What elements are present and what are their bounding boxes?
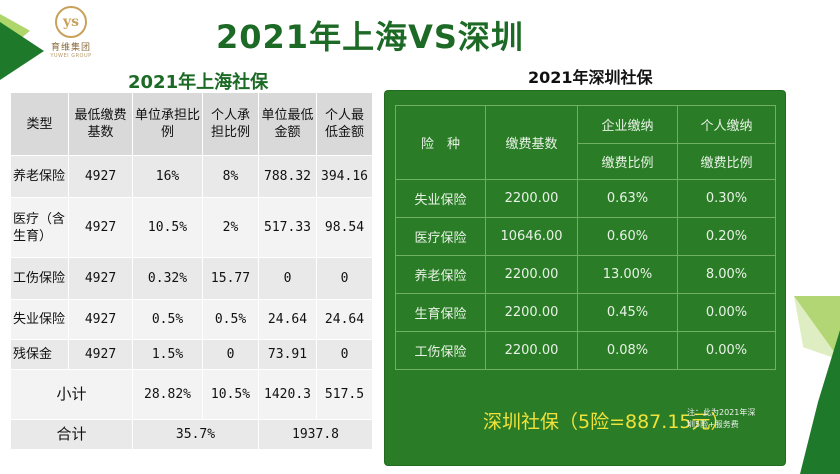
subtotal-label: 小计 [10,369,133,420]
header-min-base: 最低缴费基数 [68,92,133,156]
cell-personal-amount: 0 [316,339,373,370]
page-title: 2021年上海VS深圳 [216,18,524,56]
subtotal-personal-amount: 517.5 [316,369,373,420]
header-company: 企业缴纳 [577,105,678,144]
cell-unit-ratio: 1.5% [132,339,203,370]
table-row: 医疗保险 10646.00 0.60% 0.20% [395,217,776,256]
total-ratio: 35.7% [132,419,259,450]
cell-personal-ratio: 8.00% [677,255,776,294]
cell-company-ratio: 13.00% [577,255,678,294]
cell-base: 4927 [68,257,133,300]
cell-unit-ratio: 0.5% [132,299,203,340]
logo-name: 育维集团 [50,43,91,53]
cell-personal-ratio: 0.30% [677,179,776,218]
table-subheader-row: 缴费比例 缴费比例 [396,143,776,180]
table-row: 医疗（含生育） 4927 10.5% 2% 517.33 98.54 [10,197,373,258]
cell-base: 2200.00 [485,179,578,218]
cell-personal-ratio: 0.00% [677,331,776,370]
cell-company-ratio: 0.08% [577,331,678,370]
table-row: 失业保险 4927 0.5% 0.5% 24.64 24.64 [10,299,373,340]
cell-personal-ratio: 0.5% [202,299,259,340]
subtotal-unit-ratio: 28.82% [132,369,203,420]
logo-subtitle: YUWEI GROUP [50,53,92,59]
cell-unit-amount: 73.91 [258,339,317,370]
cell-company-ratio: 0.45% [577,293,678,332]
shenzhen-summary: 深圳社保（5险=887.15元） [483,411,730,433]
shenzhen-social-security-table: 险 种 缴费基数 企业缴纳 个人缴纳 缴费比例 缴费比例 失业保险 2200.0… [395,105,776,370]
total-amount: 1937.8 [258,419,373,450]
cell-base: 2200.00 [485,255,578,294]
table-row: 生育保险 2200.00 0.45% 0.00% [395,293,776,332]
cell-unit-amount: 788.32 [258,155,317,198]
cell-type: 工伤保险 [395,331,486,370]
logo-mark: ys [55,6,87,38]
cell-personal-ratio: 8% [202,155,259,198]
cell-personal-ratio: 0 [202,339,259,370]
cell-company-ratio: 0.63% [577,179,678,218]
header-personal-min-amount: 个人最低金额 [316,92,373,156]
cell-base: 4927 [68,339,133,370]
header-unit-ratio: 单位承担比例 [132,92,203,156]
total-row: 合计 35.7% 1937.8 [10,419,373,450]
cell-base: 10646.00 [485,217,578,256]
cell-type: 养老保险 [395,255,486,294]
cell-personal-ratio: 0.00% [677,293,776,332]
table-row: 养老保险 4927 16% 8% 788.32 394.16 [10,155,373,198]
cell-type: 养老保险 [10,155,69,198]
cell-type: 失业保险 [10,299,69,340]
company-logo: ys 育维集团 YUWEI GROUP [40,6,102,59]
cell-unit-amount: 0 [258,257,317,300]
header-personal-ratio: 缴费比例 [677,143,776,180]
subtotal-personal-ratio: 10.5% [202,369,259,420]
cell-type: 医疗保险 [395,217,486,256]
cell-type: 生育保险 [395,293,486,332]
shenzhen-note: 注：此为2021年深圳5险+服务费 [687,408,756,429]
cell-unit-ratio: 16% [132,155,203,198]
cell-base: 4927 [68,197,133,258]
cell-base: 4927 [68,299,133,340]
header-personal-ratio: 个人承担比例 [202,92,259,156]
header-type: 类型 [10,92,69,156]
cell-unit-ratio: 0.32% [132,257,203,300]
cell-personal-amount: 394.16 [316,155,373,198]
table-row: 失业保险 2200.00 0.63% 0.30% [395,179,776,218]
cell-base: 4927 [68,155,133,198]
cell-personal-ratio: 2% [202,197,259,258]
header-base: 缴费基数 [485,105,578,180]
cell-type: 失业保险 [395,179,486,218]
subtotal-unit-amount: 1420.3 [258,369,317,420]
table-header-row: 险 种 缴费基数 企业缴纳 个人缴纳 [395,105,776,180]
cell-unit-amount: 24.64 [258,299,317,340]
cell-personal-ratio: 15.77 [202,257,259,300]
cell-personal-amount: 0 [316,257,373,300]
cell-personal-amount: 98.54 [316,197,373,258]
total-label: 合计 [10,419,133,450]
shenzhen-title: 2021年深圳社保 [528,68,653,87]
cell-unit-amount: 517.33 [258,197,317,258]
cell-type: 工伤保险 [10,257,69,300]
header-type: 险 种 [395,105,486,180]
header-personal: 个人缴纳 [677,105,776,144]
cell-personal-ratio: 0.20% [677,217,776,256]
table-row: 养老保险 2200.00 13.00% 8.00% [395,255,776,294]
subtotal-row: 小计 28.82% 10.5% 1420.3 517.5 [10,369,373,420]
table-row: 残保金 4927 1.5% 0 73.91 0 [10,339,373,370]
cell-base: 2200.00 [485,331,578,370]
cell-company-ratio: 0.60% [577,217,678,256]
table-row: 工伤保险 2200.00 0.08% 0.00% [395,331,776,370]
table-row: 工伤保险 4927 0.32% 15.77 0 0 [10,257,373,300]
cell-type: 残保金 [10,339,69,370]
cell-type: 医疗（含生育） [10,197,69,258]
cell-personal-amount: 24.64 [316,299,373,340]
header-unit-min-amount: 单位最低金额 [258,92,317,156]
table-header-row: 类型 最低缴费基数 单位承担比例 个人承担比例 单位最低金额 个人最低金额 [10,92,373,156]
cell-base: 2200.00 [485,293,578,332]
header-company-ratio: 缴费比例 [577,143,678,180]
corner-decoration-highlight-right [794,296,840,360]
shanghai-social-security-table: 类型 最低缴费基数 单位承担比例 个人承担比例 单位最低金额 个人最低金额 养老… [10,92,373,450]
shenzhen-panel: 险 种 缴费基数 企业缴纳 个人缴纳 缴费比例 缴费比例 失业保险 2200.0… [385,91,785,465]
cell-unit-ratio: 10.5% [132,197,203,258]
shanghai-title: 2021年上海社保 [128,72,269,93]
